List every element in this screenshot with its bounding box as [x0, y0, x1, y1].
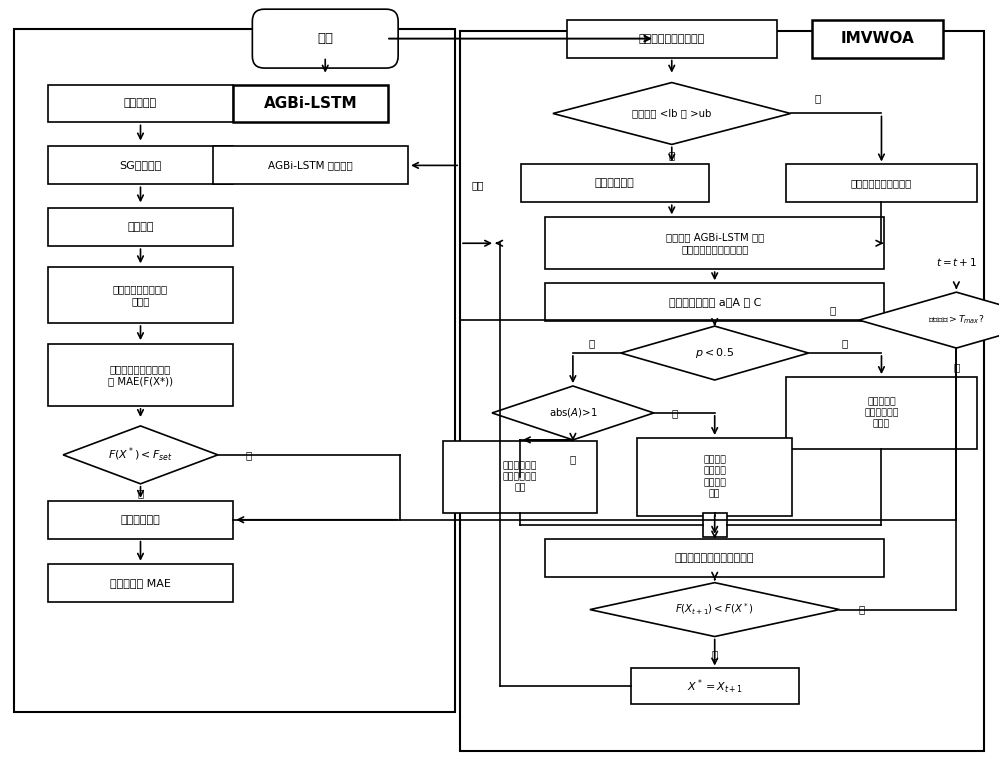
Text: 以位置为 AGBi-LSTM 网络
的批量大小和隐藏神经元: 以位置为 AGBi-LSTM 网络 的批量大小和隐藏神经元: [666, 232, 764, 255]
FancyBboxPatch shape: [631, 669, 799, 705]
Text: 随机搜索并启
用自适应惯性
权重: 随机搜索并启 用自适应惯性 权重: [503, 461, 537, 493]
Text: $X^*=X_{t+1}$: $X^*=X_{t+1}$: [687, 677, 743, 695]
Polygon shape: [859, 292, 1000, 348]
Text: 输出模型的 MAE: 输出模型的 MAE: [110, 578, 171, 588]
Text: $F(X^*)<F_{set}$: $F(X^*)<F_{set}$: [108, 446, 173, 464]
Text: 通过训练和预测模型计
算 MAE(F(X*)): 通过训练和预测模型计 算 MAE(F(X*)): [108, 364, 173, 386]
FancyBboxPatch shape: [786, 377, 977, 449]
FancyBboxPatch shape: [545, 283, 884, 321]
FancyBboxPatch shape: [48, 501, 233, 539]
Text: AGBi-LSTM: AGBi-LSTM: [263, 96, 357, 111]
FancyBboxPatch shape: [786, 164, 977, 202]
Text: 输入数据: 输入数据: [127, 223, 154, 233]
Text: 将时间序列转化为监
督学习: 将时间序列转化为监 督学习: [113, 284, 168, 306]
FancyBboxPatch shape: [812, 20, 943, 57]
Text: $t=t+1$: $t=t+1$: [936, 256, 977, 269]
FancyBboxPatch shape: [637, 438, 792, 516]
FancyBboxPatch shape: [48, 85, 233, 122]
FancyBboxPatch shape: [48, 564, 233, 601]
FancyBboxPatch shape: [213, 146, 408, 184]
FancyBboxPatch shape: [545, 539, 884, 577]
FancyBboxPatch shape: [233, 85, 388, 122]
Text: SG过滤算法: SG过滤算法: [119, 161, 162, 171]
Text: 否: 否: [841, 338, 848, 348]
Polygon shape: [590, 583, 840, 636]
Text: 保持当前位置: 保持当前位置: [595, 178, 635, 188]
Text: 执行正余弦搜索以更新位置: 执行正余弦搜索以更新位置: [675, 552, 754, 563]
Text: 是: 是: [953, 362, 959, 372]
Text: $F(X_{t+1})<F(X^*)$: $F(X_{t+1})<F(X^*)$: [675, 602, 754, 617]
Text: 是: 是: [137, 488, 144, 498]
Polygon shape: [621, 326, 809, 380]
Text: 收集的数据: 收集的数据: [124, 99, 157, 109]
Polygon shape: [553, 83, 791, 145]
FancyBboxPatch shape: [443, 441, 597, 513]
Text: abs($A$)>1: abs($A$)>1: [549, 406, 597, 419]
Text: 否: 否: [858, 604, 865, 614]
FancyBboxPatch shape: [48, 208, 233, 246]
Polygon shape: [63, 426, 218, 483]
FancyBboxPatch shape: [48, 344, 233, 406]
Text: 是: 是: [570, 454, 576, 464]
Text: 否: 否: [814, 93, 821, 103]
Text: 是: 是: [589, 338, 595, 348]
Text: 将边界设置为当前位置: 将边界设置为当前位置: [851, 178, 912, 188]
FancyBboxPatch shape: [703, 513, 727, 537]
Text: $p<0.5$: $p<0.5$: [695, 346, 734, 360]
Text: 否: 否: [829, 305, 836, 315]
Text: 螺旋策略并
启用自适应惯
性权重: 螺旋策略并 启用自适应惯 性权重: [864, 397, 899, 428]
Polygon shape: [492, 386, 654, 440]
Text: 开始: 开始: [317, 32, 333, 45]
Text: 迭代次数$>T_{max}$?: 迭代次数$>T_{max}$?: [928, 314, 984, 327]
Text: 包围猎物
并启用自
适应惯性
权重: 包围猎物 并启用自 适应惯性 权重: [703, 456, 726, 498]
Text: 更新: 更新: [472, 181, 484, 190]
FancyBboxPatch shape: [252, 9, 398, 68]
Text: IMVWOA: IMVWOA: [841, 31, 914, 46]
FancyBboxPatch shape: [48, 146, 233, 184]
Text: 初始位置 <lb 或 >ub: 初始位置 <lb 或 >ub: [632, 109, 711, 119]
FancyBboxPatch shape: [48, 267, 233, 323]
Text: 否: 否: [245, 450, 251, 460]
FancyBboxPatch shape: [545, 217, 884, 269]
Text: 获得最优参数: 获得最优参数: [121, 515, 160, 525]
Text: 更新参数，例如 a、A 和 C: 更新参数，例如 a、A 和 C: [669, 297, 761, 307]
FancyBboxPatch shape: [567, 20, 777, 57]
Text: 否: 否: [672, 408, 678, 418]
Text: AGBi-LSTM 神经网络: AGBi-LSTM 神经网络: [268, 161, 353, 171]
Text: 初始化鲸鱼个体的参数: 初始化鲸鱼个体的参数: [639, 34, 705, 44]
Text: 是: 是: [669, 151, 675, 161]
FancyBboxPatch shape: [521, 164, 709, 202]
Text: 是: 是: [712, 649, 718, 659]
